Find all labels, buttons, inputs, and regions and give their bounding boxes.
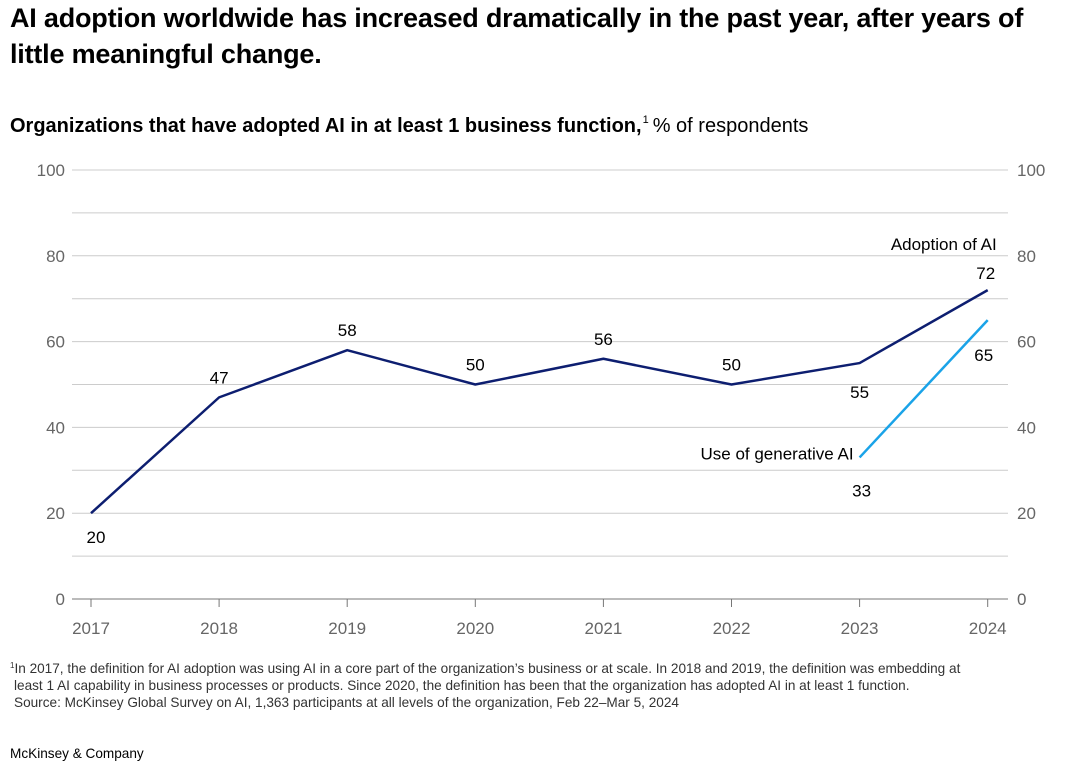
subtitle-bold-text: Organizations that have adopted AI in at… [10, 115, 642, 137]
data-label: 20 [87, 528, 106, 547]
y-tick-label-right: 80 [1017, 247, 1036, 266]
series-label-adoption: Adoption of AI [891, 235, 997, 254]
adoption-of-ai-line [90, 289, 989, 515]
x-tick-label: 2023 [841, 619, 879, 638]
subtitle-footnote-marker: 1 [642, 114, 649, 126]
y-tick-label-left: 80 [46, 247, 65, 266]
y-tick-label-right: 20 [1017, 504, 1036, 523]
x-tick-label: 2020 [456, 619, 494, 638]
brand-logo-text: McKinsey & Company [10, 746, 144, 761]
footnote-source: Source: McKinsey Global Survey on AI, 1,… [14, 695, 679, 710]
generative-ai-line [858, 319, 989, 459]
footnote: 1In 2017, the definition for AI adoption… [10, 657, 1070, 711]
y-tick-label-left: 40 [46, 418, 65, 437]
x-tick-label: 2022 [713, 619, 751, 638]
y-tick-label-right: 0 [1017, 590, 1026, 609]
data-label: 58 [338, 321, 357, 340]
x-tick-label: 2021 [584, 619, 622, 638]
y-tick-label-left: 100 [37, 161, 65, 180]
footnote-line-2: least 1 AI capability in business proces… [14, 678, 910, 693]
x-tick-label: 2018 [200, 619, 238, 638]
footnote-text-1: In 2017, the definition for AI adoption … [14, 661, 961, 676]
data-label: 33 [852, 481, 871, 500]
subtitle-unit: % of respondents [652, 115, 809, 137]
y-tick-label-left: 60 [46, 333, 65, 352]
chart-subtitle: Organizations that have adopted AI in at… [10, 107, 808, 139]
data-label: 50 [722, 356, 741, 375]
y-tick-label-right: 40 [1017, 418, 1036, 437]
data-label: 50 [466, 356, 485, 375]
y-tick-label-right: 100 [1017, 161, 1045, 180]
data-label: 55 [850, 383, 869, 402]
data-label: 56 [594, 330, 613, 349]
y-tick-label-right: 60 [1017, 333, 1036, 352]
footnote-line-1: 1In 2017, the definition for AI adoption… [10, 657, 1070, 677]
x-tick-label: 2019 [328, 619, 366, 638]
data-label: 72 [976, 264, 995, 283]
y-tick-label-left: 20 [46, 504, 65, 523]
data-label: 47 [210, 368, 229, 387]
chart-headline: AI adoption worldwide has increased dram… [10, 3, 1024, 69]
y-tick-label-left: 0 [56, 590, 65, 609]
x-tick-label: 2024 [969, 619, 1007, 638]
series-label-generative-ai: Use of generative AI [701, 444, 854, 463]
data-label: 65 [974, 346, 993, 365]
footnote-marker: 1 [10, 661, 15, 670]
x-tick-label: 2017 [72, 619, 110, 638]
